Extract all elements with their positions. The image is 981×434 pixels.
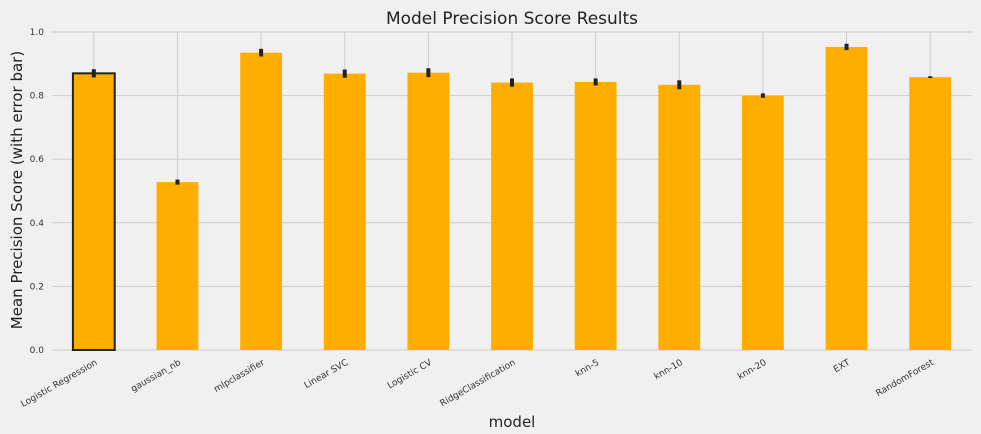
bar — [71, 72, 116, 351]
x-tick-label: mlpclassifier — [212, 358, 266, 395]
y-tick-label: 0.2 — [30, 282, 44, 292]
x-tick-label: EXT — [832, 358, 852, 376]
bar — [574, 81, 617, 351]
y-tick-label: 0.6 — [30, 155, 45, 165]
bar — [407, 72, 450, 350]
x-axis-label: model — [489, 413, 536, 431]
bar — [491, 82, 533, 350]
y-tick-label: 0.0 — [30, 346, 45, 356]
bars — [71, 46, 952, 351]
y-tick-label: 1.0 — [30, 28, 45, 38]
y-axis-label: Mean Precision Score (with error bar) — [8, 51, 26, 329]
error-bars — [91, 43, 933, 185]
bar — [909, 77, 952, 350]
y-axis-ticks: 0.0 0.2 0.4 0.6 0.8 1.0 — [30, 28, 45, 356]
x-tick-label: knn-10 — [653, 358, 685, 382]
x-tick-label: gaussian_nb — [129, 358, 183, 395]
x-tick-label: Logistic CV — [386, 358, 435, 392]
x-tick-label: Logistic Regression — [20, 358, 100, 410]
y-tick-label: 0.8 — [30, 92, 45, 102]
x-tick-label: knn-20 — [736, 358, 768, 382]
chart-title: Model Precision Score Results — [386, 9, 638, 29]
bar — [658, 84, 701, 351]
bar — [240, 52, 282, 351]
y-tick-label: 0.4 — [30, 219, 45, 229]
x-tick-label: RandomForest — [874, 358, 936, 399]
x-tick-label: knn-5 — [574, 358, 601, 379]
bar — [742, 95, 784, 350]
x-axis-ticks: Logistic Regression gaussian_nb mlpclassif… — [20, 358, 937, 410]
bar — [825, 46, 868, 351]
bar — [156, 182, 199, 350]
x-tick-label: RidgeClassification — [439, 358, 518, 409]
bar — [323, 73, 366, 351]
x-tick-label: Linear SVC — [303, 358, 350, 391]
